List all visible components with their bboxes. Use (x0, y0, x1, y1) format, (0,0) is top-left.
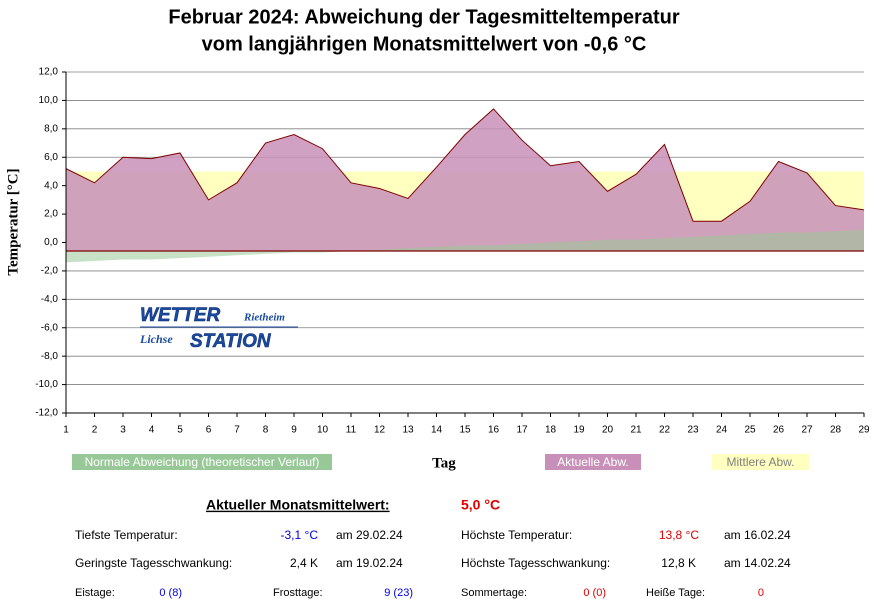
stats-cell: am 29.02.24 (336, 528, 403, 542)
y-tick-label: -4,0 (41, 294, 59, 305)
y-tick-label: 6,0 (44, 152, 58, 163)
y-tick-label: -6,0 (41, 322, 59, 333)
y-tick-label: 0,0 (44, 237, 58, 248)
stats: Aktueller Monatsmittelwert: 5,0 °C Tiefs… (75, 497, 791, 599)
stats-cell: am 14.02.24 (724, 556, 791, 570)
logo-text: Rietheim (243, 312, 285, 324)
x-tick-label: 12 (374, 425, 386, 436)
stats-value: 5,0 °C (461, 497, 500, 513)
y-tick-label: 2,0 (44, 209, 58, 220)
x-tick-label: 3 (120, 425, 126, 436)
x-tick-label: 9 (291, 425, 297, 436)
stats-cell: Höchste Temperatur: (461, 528, 572, 542)
x-tick-label: 14 (431, 425, 443, 436)
x-tick-label: 27 (801, 425, 813, 436)
y-tick-label: 8,0 (44, 123, 58, 134)
stats-cell: Sommertage: (461, 587, 527, 599)
y-tick-label: -2,0 (41, 266, 59, 277)
stats-title: Aktueller Monatsmittelwert: (206, 497, 390, 513)
x-tick-label: 2 (92, 425, 98, 436)
legend-swatch (712, 454, 809, 470)
chart-title: vom langjährigen Monatsmittelwert von -0… (202, 33, 647, 55)
stats-cell: Eistage: (75, 587, 115, 599)
y-tick-label: -8,0 (41, 351, 59, 362)
stats-cell: 0 (758, 587, 764, 599)
area-line (65, 108, 865, 222)
x-tick-label: 5 (177, 425, 183, 436)
x-axis-title: Tag (432, 455, 456, 471)
logo: WETTER Rietheim Lichse STATION (139, 305, 298, 352)
legend-swatch (72, 454, 332, 470)
x-tick-label: 16 (488, 425, 500, 436)
legend-label: Normale Abweichung (theoretischer Verlau… (85, 455, 320, 469)
stats-cell: 12,8 K (661, 556, 696, 570)
logo-text: Lichse (139, 332, 173, 346)
y-tick-label: -10,0 (35, 379, 58, 390)
x-tick-label: 15 (459, 425, 471, 436)
y-axis-title: Temperatur [°C] (5, 168, 21, 275)
y-tick-label: 12,0 (39, 67, 59, 78)
y-tick-label: -12,0 (35, 408, 58, 419)
stats-cell: Geringste Tagesschwankung: (75, 556, 232, 570)
stats-cell: 2,4 K (290, 556, 318, 570)
y-tick-label: 10,0 (39, 95, 59, 106)
legend-swatch (545, 454, 641, 470)
x-tick-label: 10 (317, 425, 329, 436)
plot-area: -12,0 -10,0 -8,0 -6,0 -4,0 -2,0 0,0 2,0 4,0 6,0 8,… (35, 67, 870, 436)
x-tick-label: 6 (206, 425, 212, 436)
stats-cell: -3,1 °C (281, 528, 319, 542)
x-tick-label: 21 (630, 425, 642, 436)
stats-cell: Tiefste Temperatur: (75, 528, 178, 542)
stats-cell: Höchste Tagesschwankung: (461, 556, 610, 570)
x-tick-label: 28 (830, 425, 842, 436)
x-tick-label: 18 (545, 425, 557, 436)
logo-text: STATION (190, 331, 272, 352)
stats-cell: 9 (23) (384, 587, 413, 599)
area (66, 229, 864, 263)
legend-label: Aktuelle Abw. (557, 455, 628, 469)
x-tick-label: 20 (602, 425, 614, 436)
x-tick-label: 1 (63, 425, 69, 436)
stats-cell: Heiße Tage: (646, 587, 705, 599)
x-tick-label: 17 (516, 425, 528, 436)
x-tick-label: 7 (234, 425, 240, 436)
chart-title: Februar 2024: Abweichung der Tagesmittel… (168, 6, 679, 28)
x-tick-label: 25 (744, 425, 756, 436)
y-tick-label: 4,0 (44, 180, 58, 191)
stats-cell: Frosttage: (273, 587, 323, 599)
x-tick-label: 13 (402, 425, 414, 436)
stats-cell: am 19.02.24 (336, 556, 403, 570)
logo-text: WETTER (140, 305, 220, 326)
stats-cell: am 16.02.24 (724, 528, 791, 542)
legend-label: Mittlere Abw. (726, 455, 794, 469)
x-tick-label: 29 (858, 425, 870, 436)
x-tick-label: 22 (659, 425, 671, 436)
stats-cell: 0 (8) (159, 587, 182, 599)
x-tick-label: 26 (773, 425, 785, 436)
x-tick-label: 4 (149, 425, 155, 436)
stats-cell: 13,8 °C (659, 528, 699, 542)
x-tick-label: 8 (263, 425, 269, 436)
x-tick-label: 23 (687, 425, 699, 436)
stats-cell: 0 (0) (583, 587, 606, 599)
x-tick-label: 11 (346, 425, 357, 436)
x-tick-label: 19 (573, 425, 585, 436)
x-tick-label: 24 (716, 425, 728, 436)
